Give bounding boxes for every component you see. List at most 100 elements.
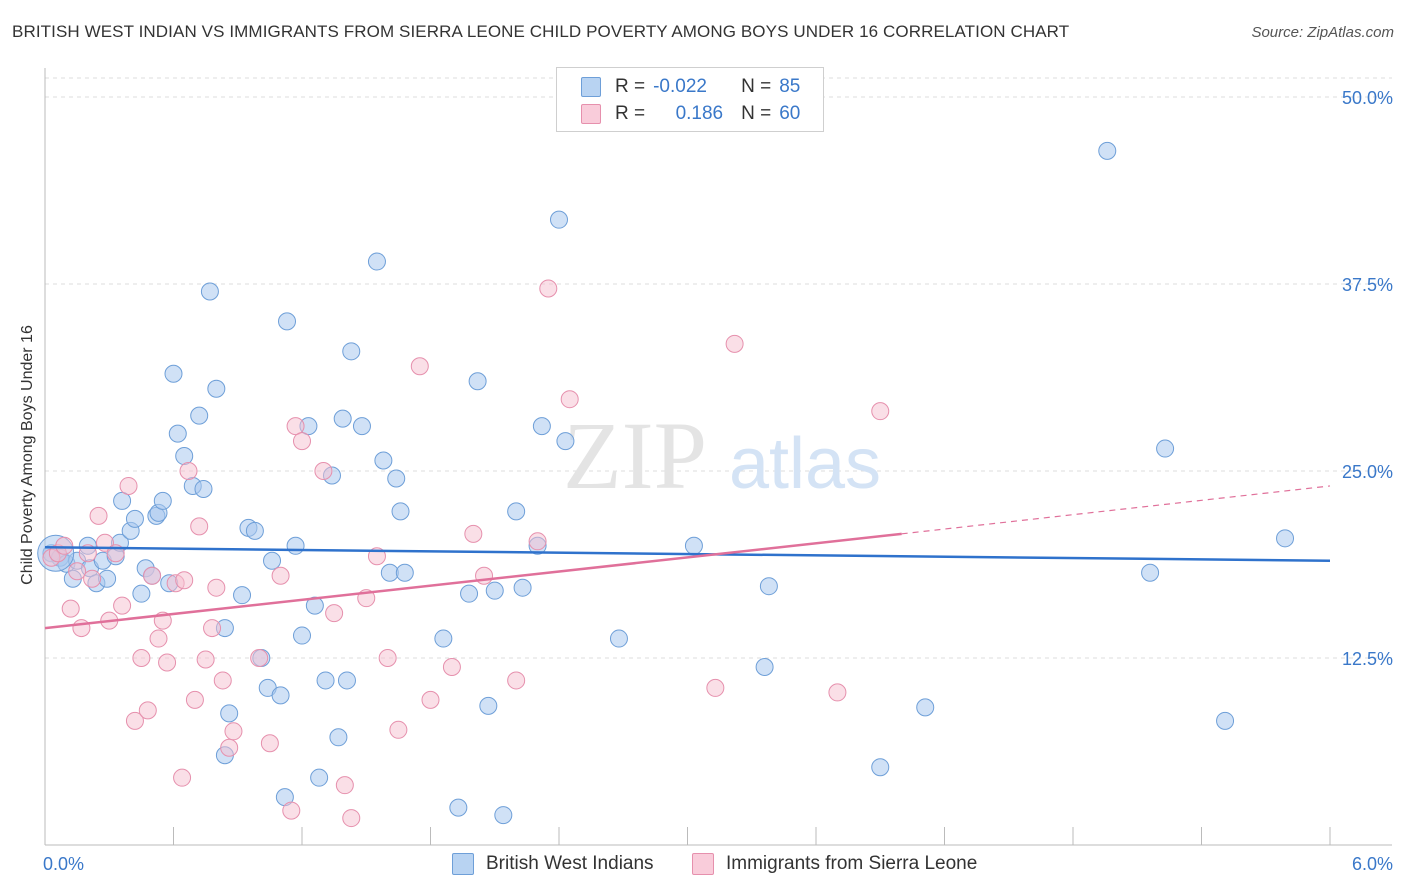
- legend-n-label: N =: [741, 76, 772, 97]
- point-british-west-indians: [263, 551, 282, 570]
- point-sierra-leone: [119, 476, 138, 495]
- point-british-west-indians: [168, 424, 187, 443]
- point-british-west-indians: [460, 584, 479, 603]
- y-tick-label: 37.5%: [1342, 275, 1393, 295]
- bottom-legend-swatch-pink: [692, 853, 714, 875]
- gridlines: [45, 77, 1392, 659]
- point-british-west-indians: [316, 671, 335, 690]
- point-sierra-leone: [871, 402, 890, 421]
- legend-r-value: -0.022: [653, 76, 707, 97]
- point-british-west-indians: [207, 379, 226, 398]
- point-sierra-leone: [173, 768, 192, 787]
- point-sierra-leone: [314, 462, 333, 480]
- watermark: ZIP atlas: [563, 402, 881, 509]
- point-british-west-indians: [113, 491, 132, 510]
- point-sierra-leone: [68, 562, 87, 581]
- point-sierra-leone: [335, 776, 354, 795]
- point-sierra-leone: [143, 566, 162, 585]
- point-british-west-indians: [164, 364, 183, 383]
- bottom-legend-label-2: Immigrants from Sierra Leone: [726, 853, 978, 874]
- point-sierra-leone: [185, 690, 204, 709]
- point-sierra-leone: [706, 678, 725, 697]
- point-british-west-indians: [374, 451, 393, 470]
- point-british-west-indians: [245, 521, 264, 540]
- point-british-west-indians: [395, 563, 414, 582]
- point-sierra-leone: [175, 571, 194, 590]
- point-sierra-leone: [55, 536, 74, 555]
- point-british-west-indians: [153, 491, 172, 510]
- point-sierra-leone: [83, 569, 102, 588]
- point-sierra-leone: [464, 524, 483, 543]
- source-credit: Source: ZipAtlas.com: [1251, 24, 1394, 41]
- point-british-west-indians: [485, 581, 504, 600]
- point-sierra-leone: [282, 801, 301, 820]
- point-british-west-indians: [367, 252, 386, 271]
- point-british-west-indians: [387, 469, 406, 488]
- point-sierra-leone: [828, 683, 847, 702]
- point-british-west-indians: [755, 657, 774, 676]
- point-british-west-indians: [329, 728, 348, 747]
- correlation-legend: R = -0.022 N = 85 R = 0.186 N = 60: [556, 67, 824, 132]
- british-west-indians-points: [37, 141, 1295, 825]
- legend-r-label: R =: [615, 76, 646, 97]
- point-british-west-indians: [293, 626, 311, 645]
- point-sierra-leone: [132, 649, 151, 667]
- point-sierra-leone: [378, 649, 397, 667]
- point-sierra-leone: [271, 566, 290, 585]
- point-sierra-leone: [213, 671, 232, 690]
- point-british-west-indians: [1216, 711, 1235, 730]
- point-british-west-indians: [684, 536, 703, 555]
- legend-n-value: 85: [779, 76, 801, 97]
- point-sierra-leone: [507, 671, 526, 690]
- point-british-west-indians: [194, 479, 213, 498]
- y-tick-label: 50.0%: [1342, 88, 1393, 108]
- tick-labels: 12.5% 25.0% 37.5% 50.0% 0.0% 6.0%: [43, 88, 1393, 874]
- point-sierra-leone: [89, 506, 108, 525]
- legend-row-sierra-leone: R = 0.186 N = 60: [581, 102, 800, 126]
- point-sierra-leone: [138, 701, 157, 720]
- point-british-west-indians: [380, 563, 399, 582]
- point-british-west-indians: [200, 282, 219, 301]
- point-british-west-indians: [175, 447, 194, 466]
- point-british-west-indians: [337, 671, 356, 690]
- point-sierra-leone: [286, 417, 305, 436]
- point-british-west-indians: [271, 686, 290, 705]
- point-british-west-indians: [333, 409, 352, 428]
- trend-line-sierra-leone-extension: [901, 485, 1331, 535]
- point-british-west-indians: [532, 417, 551, 436]
- bottom-legend-sierra-leone: Immigrants from Sierra Leone: [692, 851, 977, 877]
- axes: [44, 68, 1392, 846]
- legend-r-value: 0.186: [675, 103, 724, 124]
- point-sierra-leone: [421, 690, 440, 709]
- point-sierra-leone: [158, 653, 177, 672]
- legend-swatch-pink: [581, 104, 601, 124]
- watermark-zip: ZIP: [563, 402, 707, 509]
- point-british-west-indians: [916, 698, 935, 717]
- trend-line-sierra-leone: [44, 532, 902, 630]
- y-axis-label: Child Poverty Among Boys Under 16: [19, 325, 36, 585]
- bottom-legend-swatch-blue: [452, 853, 474, 875]
- point-british-west-indians: [494, 806, 513, 825]
- y-tick-label: 25.0%: [1342, 462, 1393, 482]
- point-british-west-indians: [550, 210, 568, 229]
- point-sierra-leone: [539, 279, 558, 298]
- point-sierra-leone: [224, 722, 243, 741]
- point-sierra-leone: [207, 578, 226, 597]
- point-sierra-leone: [725, 334, 744, 353]
- point-british-west-indians: [479, 696, 498, 715]
- point-sierra-leone: [389, 720, 408, 739]
- trend-line-british-west-indians: [44, 546, 1331, 563]
- point-british-west-indians: [233, 586, 252, 605]
- point-british-west-indians: [556, 432, 575, 451]
- point-british-west-indians: [132, 584, 151, 603]
- point-sierra-leone: [528, 532, 547, 551]
- point-sierra-leone: [196, 650, 215, 669]
- legend-r-label: R =: [615, 103, 646, 124]
- point-british-west-indians: [310, 768, 329, 787]
- point-british-west-indians: [352, 417, 371, 436]
- legend-n-label: N =: [741, 103, 772, 124]
- point-sierra-leone: [325, 604, 344, 623]
- point-british-west-indians: [513, 578, 532, 597]
- point-british-west-indians: [1156, 439, 1175, 458]
